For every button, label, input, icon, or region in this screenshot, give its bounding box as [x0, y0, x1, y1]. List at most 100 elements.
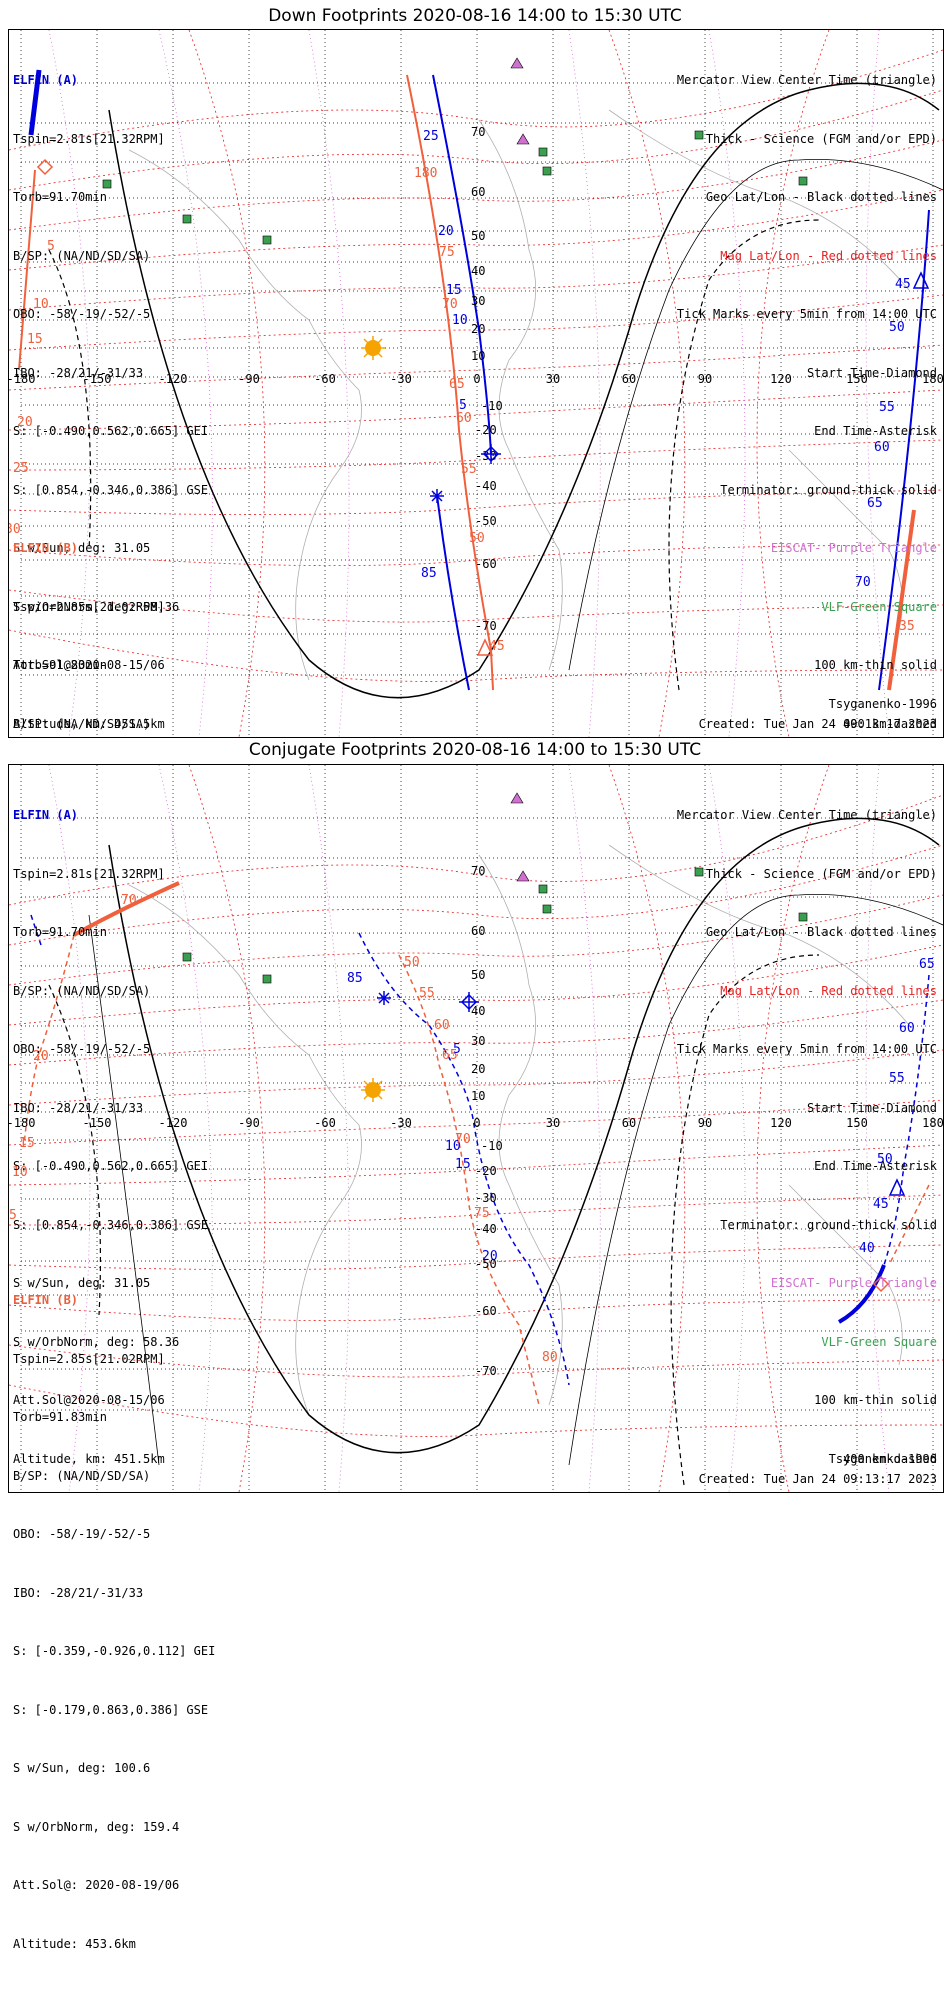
mag-grid: [9, 30, 943, 737]
lon-label: 0: [473, 372, 480, 386]
tick-label: 65: [919, 957, 935, 972]
legend-item: 400 km-dashed: [843, 1451, 937, 1466]
lat-label: 60: [471, 185, 485, 199]
tick-label: 70: [121, 893, 137, 908]
elfin-b-line: B/SP: (NA/ND/SD/SA): [13, 1468, 151, 1483]
legend-item: EISCAT- Purple Triangle: [770, 541, 937, 555]
tick-label: 25: [13, 461, 29, 476]
lon-label: 120: [770, 372, 792, 386]
tick-label: 10: [12, 1165, 28, 1180]
lat-label: -40: [475, 1222, 497, 1236]
elfin-b-line: S: [-0.359,-0.926,0.112] GEI: [13, 1644, 216, 1658]
lon-label: -120: [159, 372, 188, 386]
legend-item: 400 km-dashed: [843, 716, 937, 731]
lat-label: -20: [475, 1164, 497, 1178]
elfin-a-line: S: [0.854,-0.346,0.386] GSE: [13, 1217, 209, 1232]
conjugate-footprints-panel: 85 5 10 15 20 40 45 50 55 60 65 70 50 55…: [8, 764, 944, 1951]
elfin-a-track-right-science: [837, 1264, 886, 1324]
legend-item: Mag Lat/Lon - Red dotted lines: [720, 248, 937, 263]
legend-item: Mag Lat/Lon - Red dotted lines: [720, 983, 937, 998]
conjugate-footprints-title: Conjugate Footprints 2020-08-16 14:00 to…: [248, 740, 702, 760]
lon-label: -150: [83, 372, 112, 386]
elfin-a-line: Tspin=2.81s[21.32RPM]: [13, 131, 165, 146]
elfin-a-track-lower: [436, 494, 470, 691]
elfin-b-line: Tspin=2.85s[21.02RPM]: [13, 599, 165, 614]
lon-label: 90: [698, 1116, 712, 1130]
elfin-a-line: S w/OrbNorm, deg: 58.36: [13, 1334, 180, 1349]
tick-label: 45: [489, 639, 505, 654]
elfin-a-line: OBO: -58/-19/-52/-5: [13, 307, 151, 321]
legend-item: Start Time-Diamond: [806, 365, 937, 380]
tick-label: 85: [347, 971, 363, 986]
lon-label: 30: [546, 1116, 560, 1130]
elfin-a-line: Tspin=2.81s[21.32RPM]: [13, 866, 165, 881]
elfin-a-line: Torb=91.70min: [13, 925, 107, 939]
lon-label: 90: [698, 372, 712, 386]
lat-label: 20: [471, 1062, 485, 1076]
eiscat-triangle-icon: [510, 792, 524, 804]
tick-label: 20: [33, 1049, 49, 1064]
lat-label: 30: [471, 1034, 485, 1048]
lon-label: -30: [390, 1116, 412, 1130]
coastlines: [128, 844, 910, 1416]
elfin-a-line: IBO: -28/21/-31/33: [13, 1100, 144, 1115]
terminator-400km: [48, 954, 820, 1486]
tick-label: 50: [469, 531, 485, 546]
geo-meridian-curves: [48, 765, 890, 1492]
tick-label: 5: [453, 1042, 461, 1057]
elfin-b-track-right: [887, 509, 916, 691]
elfin-b-line: S w/Sun, deg: 100.6: [13, 1761, 151, 1775]
elfin-a-line: B/SP: (NA/ND/SD/SA): [13, 248, 151, 263]
tick-label: 25: [423, 129, 439, 144]
elfin-a-line: S: [-0.490,0.562,0.665] GEI: [13, 424, 209, 438]
conjugate-footprints-map: 85 5 10 15 20 40 45 50 55 60 65 70 50 55…: [9, 765, 943, 1492]
lat-label: -50: [475, 1257, 497, 1271]
legend-item: Terminator: ground-thick solid: [720, 482, 937, 497]
elfin-b-line: OBO: -58/-19/-52/-5: [13, 1527, 151, 1541]
tick-label: 35: [899, 619, 915, 634]
tick-label: 50: [404, 955, 420, 970]
down-footprints-title: Down Footprints 2020-08-16 14:00 to 15:3…: [268, 6, 682, 26]
down-footprints-panel: 25 20 15 10 5 45 50 55 60 65 70 85 180 7…: [8, 29, 944, 1199]
elfin-a-line: IBO: -28/21/-31/33: [13, 365, 144, 380]
lat-label: -10: [481, 1139, 503, 1153]
lon-label: 180: [922, 1116, 943, 1130]
tick-label: 45: [873, 1197, 889, 1212]
elfin-b-track: [406, 74, 494, 691]
legend-item: Terminator: ground-thick solid: [720, 1217, 937, 1232]
elfin-a-track-right: [878, 209, 930, 691]
tick-label: 60: [899, 1021, 915, 1036]
lon-label: 60: [622, 1116, 636, 1130]
start-diamond-icon: [459, 992, 479, 1012]
terminator-100km: [88, 894, 943, 1466]
lon-label: 60: [622, 372, 636, 386]
tick-label: 5: [9, 1208, 17, 1223]
elfin-b-track: [23, 934, 75, 1146]
lat-label: -50: [475, 514, 497, 528]
down-footprints-map: 25 20 15 10 5 45 50 55 60 65 70 85 180 7…: [9, 30, 943, 737]
elfin-a-line: Torb=91.70min: [13, 190, 107, 204]
legend-item: Mercator View Center Time (triangle): [676, 808, 937, 822]
tick-label: 60: [434, 1018, 450, 1033]
vlf-square-icon: [102, 130, 808, 245]
eiscat-triangle-icon: [510, 57, 524, 69]
model-label: Tsyganenko-1996: [828, 1452, 937, 1466]
tick-label: 15: [19, 1136, 35, 1151]
tick-label: 60: [874, 440, 890, 455]
lat-label: 10: [471, 349, 485, 363]
created-timestamp: Created: Tue Jan 24 09:13:17 2023: [698, 717, 937, 731]
sun-icon: [361, 1078, 385, 1102]
tick-label: 65: [449, 377, 465, 392]
tick-label: 60: [456, 411, 472, 426]
lat-label: -40: [475, 479, 497, 493]
tick-label: 45: [895, 277, 911, 292]
tick-label: 20: [438, 224, 454, 239]
elfin-a-track: [432, 74, 492, 456]
elfin-b-line: S w/OrbNorm, deg: 159.4: [13, 1819, 180, 1834]
start-diamond-icon: [872, 1275, 890, 1293]
tick-label: 10: [33, 297, 49, 312]
elfin-a-line: B/SP: (NA/ND/SD/SA): [13, 983, 151, 998]
tick-label: 70: [442, 297, 458, 312]
lat-label: 40: [471, 264, 485, 278]
tick-label: 30: [9, 522, 21, 537]
